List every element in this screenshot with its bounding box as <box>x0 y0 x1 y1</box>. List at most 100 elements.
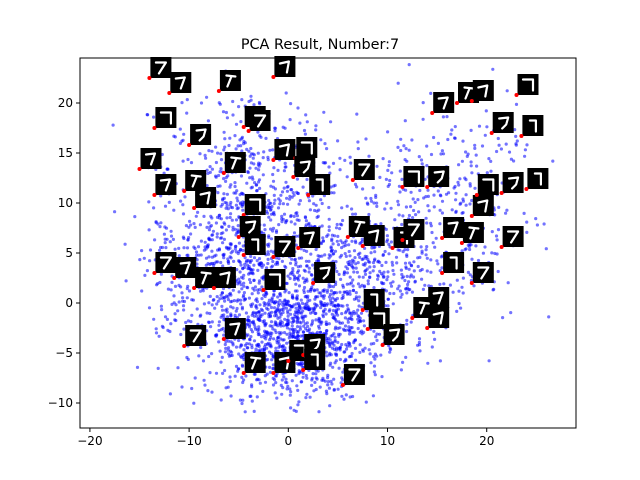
scatter-point <box>250 399 254 403</box>
scatter-point <box>239 263 243 267</box>
scatter-point <box>268 148 272 152</box>
scatter-point <box>301 375 305 379</box>
scatter-point <box>204 256 209 260</box>
scatter-point <box>362 330 366 334</box>
scatter-point <box>336 234 340 238</box>
scatter-point <box>425 144 429 148</box>
scatter-point <box>221 326 225 331</box>
scatter-point <box>330 382 334 386</box>
scatter-point <box>296 270 300 275</box>
scatter-point <box>280 378 284 382</box>
scatter-point <box>311 319 315 323</box>
annotation-marker <box>152 126 157 130</box>
scatter-point <box>254 298 258 302</box>
scatter-point <box>225 116 229 120</box>
scatter-point <box>303 278 307 283</box>
scatter-point <box>418 188 422 193</box>
scatter-point <box>268 208 273 212</box>
annotation-marker <box>137 167 142 171</box>
scatter-point <box>407 267 411 271</box>
scatter-point <box>350 239 354 243</box>
scatter-point <box>215 302 219 306</box>
scatter-point <box>214 221 218 225</box>
scatter-point <box>455 309 459 313</box>
scatter-point <box>353 256 357 260</box>
scatter-point <box>203 153 207 157</box>
scatter-point <box>489 169 493 173</box>
scatter-point <box>417 210 421 214</box>
scatter-point <box>243 410 247 414</box>
scatter-point <box>341 218 345 223</box>
scatter-point <box>374 335 378 339</box>
scatter-point <box>218 213 222 217</box>
scatter-point <box>470 257 474 261</box>
scatter-point <box>192 222 196 226</box>
scatter-point <box>314 128 318 132</box>
scatter-point <box>189 223 193 227</box>
annotation-marker <box>410 316 415 320</box>
scatter-point <box>357 295 361 299</box>
scatter-point <box>249 161 253 165</box>
y-tick-label: 0 <box>65 296 73 310</box>
scatter-point <box>473 143 477 147</box>
scatter-point <box>275 308 279 312</box>
scatter-point <box>237 259 241 263</box>
scatter-point <box>332 388 336 392</box>
scatter-point <box>307 327 312 331</box>
scatter-point <box>464 150 468 154</box>
scatter-point <box>203 383 207 387</box>
digit-annotation <box>216 70 241 93</box>
scatter-point <box>506 281 510 285</box>
scatter-point <box>187 225 191 229</box>
scatter-point <box>261 347 265 351</box>
scatter-point <box>319 300 323 304</box>
annotation-marker <box>400 238 405 242</box>
digit-seven-glyph <box>144 152 157 166</box>
scatter-point <box>220 308 225 312</box>
scatter-point <box>186 319 190 323</box>
scatter-point <box>356 147 360 151</box>
scatter-point <box>410 138 414 142</box>
scatter-point <box>223 342 227 347</box>
scatter-point <box>274 256 278 260</box>
digit-thumbnail <box>353 159 375 180</box>
scatter-point <box>278 344 282 348</box>
scatter-point <box>238 270 242 274</box>
digit-annotation <box>137 148 162 171</box>
scatter-point <box>254 166 258 170</box>
annotation-marker <box>440 271 445 275</box>
scatter-point <box>224 228 228 232</box>
scatter-point <box>176 366 180 370</box>
scatter-point <box>192 401 196 405</box>
scatter-point <box>285 219 289 223</box>
scatter-point <box>282 305 286 309</box>
scatter-point <box>278 202 282 206</box>
scatter-point <box>192 245 196 249</box>
scatter-point <box>391 268 395 273</box>
scatter-point <box>220 304 224 308</box>
scatter-point <box>351 288 356 293</box>
scatter-point <box>185 296 189 300</box>
scatter-point <box>335 308 339 312</box>
scatter-point <box>305 249 309 253</box>
scatter-point <box>347 329 352 333</box>
scatter-point <box>337 334 341 338</box>
scatter-point <box>254 311 258 315</box>
scatter-point <box>246 286 250 290</box>
scatter-point <box>358 350 362 354</box>
scatter-point <box>468 202 472 206</box>
digit-annotation <box>311 262 336 285</box>
scatter-point <box>513 128 517 132</box>
scatter-point <box>295 325 300 329</box>
scatter-point <box>281 310 285 315</box>
scatter-point <box>249 335 253 339</box>
scatter-point <box>281 324 286 328</box>
digit-seven-glyph <box>319 266 331 280</box>
scatter-point <box>262 319 266 323</box>
scatter-point <box>285 233 289 237</box>
scatter-point <box>373 357 377 361</box>
scatter-point <box>185 246 190 250</box>
scatter-point <box>304 396 308 400</box>
scatter-point <box>145 269 149 273</box>
scatter-point <box>262 293 266 297</box>
